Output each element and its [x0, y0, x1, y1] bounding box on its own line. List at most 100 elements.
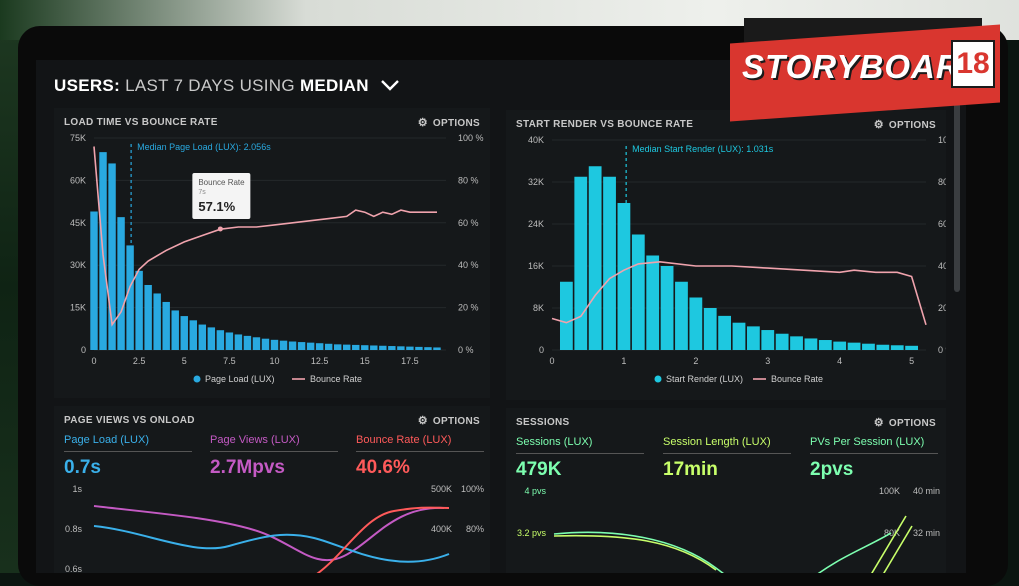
- series-line-green: [553, 531, 725, 573]
- y2-tick-label: 20 %: [938, 303, 946, 313]
- page-title[interactable]: USERS: LAST 7 DAYS USING MEDIAN: [54, 76, 400, 96]
- y2-tick-label: 0 %: [938, 345, 946, 355]
- bar: [890, 345, 904, 350]
- metric-session-length[interactable]: Session Length (LUX) 17min: [663, 436, 791, 481]
- legend-label: Bounce Rate: [771, 374, 823, 384]
- logo-number: 18: [951, 40, 995, 88]
- gear-icon: ⚙: [873, 119, 884, 131]
- dashboard-screen: USERS: LAST 7 DAYS USING MEDIAN LOAD TIM…: [36, 60, 966, 573]
- y-tick-label: 16K: [528, 261, 544, 271]
- series-line-purple: [93, 505, 445, 562]
- options-label: OPTIONS: [432, 416, 480, 427]
- bar: [234, 334, 243, 350]
- options-label: OPTIONS: [888, 418, 936, 429]
- bar: [804, 338, 818, 350]
- panel-start-render: START RENDER VS BOUNCE RATE ⚙ OPTIONS 40K…: [506, 110, 946, 400]
- metric-page-load[interactable]: Page Load (LUX) 0.7s: [64, 434, 192, 479]
- metric-pvs-per-session[interactable]: PVs Per Session (LUX) 2pvs: [810, 436, 938, 481]
- scrollbar[interactable]: [954, 102, 960, 292]
- bar: [270, 339, 279, 350]
- bar: [279, 340, 288, 350]
- chart-start-render: 40K 32K 24K 16K 8K 0 100 % 80 % 60 % 40 % 20 % 0 % 0…: [528, 135, 946, 384]
- bar: [818, 340, 832, 350]
- series-line-green-2: [817, 532, 892, 573]
- options-button[interactable]: ⚙ OPTIONS: [874, 416, 936, 429]
- bar: [397, 346, 405, 350]
- options-button[interactable]: ⚙ OPTIONS: [418, 414, 480, 427]
- bar: [315, 343, 324, 350]
- using-label: USING: [239, 76, 295, 95]
- options-label: OPTIONS: [432, 118, 480, 129]
- bar: [225, 332, 234, 350]
- bar: [718, 315, 732, 350]
- bar: [153, 293, 161, 350]
- panel-title: LOAD TIME VS BOUNCE RATE: [64, 117, 218, 128]
- bar: [603, 176, 616, 350]
- metric-page-views[interactable]: Page Views (LUX) 2.7Mpvs: [210, 434, 338, 479]
- metric-label: Page Views (LUX): [210, 434, 300, 446]
- y2-tick-label: 100 %: [458, 133, 484, 143]
- tooltip-value: 57.1%: [198, 199, 235, 214]
- bar: [689, 297, 703, 350]
- bar: [424, 347, 432, 350]
- y2-tick-label: 100 %: [938, 135, 946, 145]
- bar: [631, 234, 645, 350]
- median-annotation: Median Start Render (LUX): 1.031s: [632, 144, 774, 154]
- y2-tick-label: 20 %: [458, 303, 479, 313]
- options-button[interactable]: ⚙ OPTIONS: [418, 116, 480, 129]
- metric-value: 479K: [516, 459, 562, 480]
- bar: [847, 342, 861, 350]
- bar: [324, 343, 333, 350]
- bar: [574, 176, 588, 350]
- y-tick-label: 1s: [72, 484, 82, 494]
- panel-title: PAGE VIEWS VS ONLOAD: [64, 415, 195, 426]
- bar: [108, 163, 116, 350]
- bar: [675, 281, 688, 350]
- metric-value: 17min: [663, 459, 718, 480]
- bar: [876, 344, 890, 350]
- options-label: OPTIONS: [888, 120, 936, 131]
- bar: [703, 308, 717, 350]
- logo-text: STORYBOARD: [742, 48, 986, 85]
- x-tick-label: 17.5: [401, 356, 419, 366]
- x-tick-label: 2: [693, 356, 698, 366]
- series-line-lime: [553, 534, 717, 571]
- chevron-down-icon[interactable]: [380, 76, 400, 96]
- options-button[interactable]: ⚙ OPTIONS: [874, 118, 936, 131]
- bar: [261, 338, 270, 350]
- y2-tick-label: 100K: [879, 486, 900, 496]
- panel-sessions: SESSIONS ⚙ OPTIONS Sessions (LUX) 479K Se…: [506, 408, 946, 573]
- y3-tick-label: 32 min: [913, 528, 940, 538]
- series-line-lime-2: [871, 515, 907, 573]
- y2-tick-label: 80 %: [458, 175, 479, 185]
- median-annotation: Median Page Load (LUX): 2.056s: [137, 142, 271, 152]
- bar: [171, 310, 179, 350]
- y-tick-label: 8K: [533, 303, 544, 313]
- chart-page-views: 1s 0.8s 0.6s 500K 400K 100% 80%: [65, 484, 484, 573]
- y-tick-label: 45K: [70, 218, 86, 228]
- tooltip-label: Bounce Rate: [198, 178, 245, 187]
- users-label: USERS:: [54, 76, 121, 95]
- legend-label: Start Render (LUX): [666, 374, 743, 384]
- median-label: MEDIAN: [299, 76, 369, 95]
- metric-value: 2pvs: [810, 459, 854, 480]
- bounce-rate-line: [551, 260, 927, 326]
- chart-sessions: 4 pvs 3.2 pvs 100K 80K 40 min 32 min: [517, 486, 940, 573]
- y2-tick-label: 60 %: [458, 218, 479, 228]
- panel-title: START RENDER VS BOUNCE RATE: [516, 119, 694, 130]
- metric-value: 2.7Mpvs: [210, 457, 285, 478]
- y2-tick-label: 0 %: [458, 345, 474, 355]
- bar: [90, 211, 98, 350]
- x-tick-label: 2.5: [133, 356, 146, 366]
- bar: [352, 344, 360, 350]
- metric-bounce-rate[interactable]: Bounce Rate (LUX) 40.6%: [356, 434, 484, 479]
- series-line-lime-3: [883, 525, 913, 573]
- tooltip-sub: 7s: [198, 189, 206, 196]
- metric-label: Session Length (LUX): [663, 436, 771, 448]
- bar: [833, 341, 847, 350]
- metric-value: 0.7s: [64, 457, 101, 478]
- x-tick-label: 0: [91, 356, 96, 366]
- metric-sessions[interactable]: Sessions (LUX) 479K: [516, 436, 644, 481]
- panel-page-views: PAGE VIEWS VS ONLOAD ⚙ OPTIONS Page Load …: [54, 406, 490, 573]
- bar: [216, 330, 225, 350]
